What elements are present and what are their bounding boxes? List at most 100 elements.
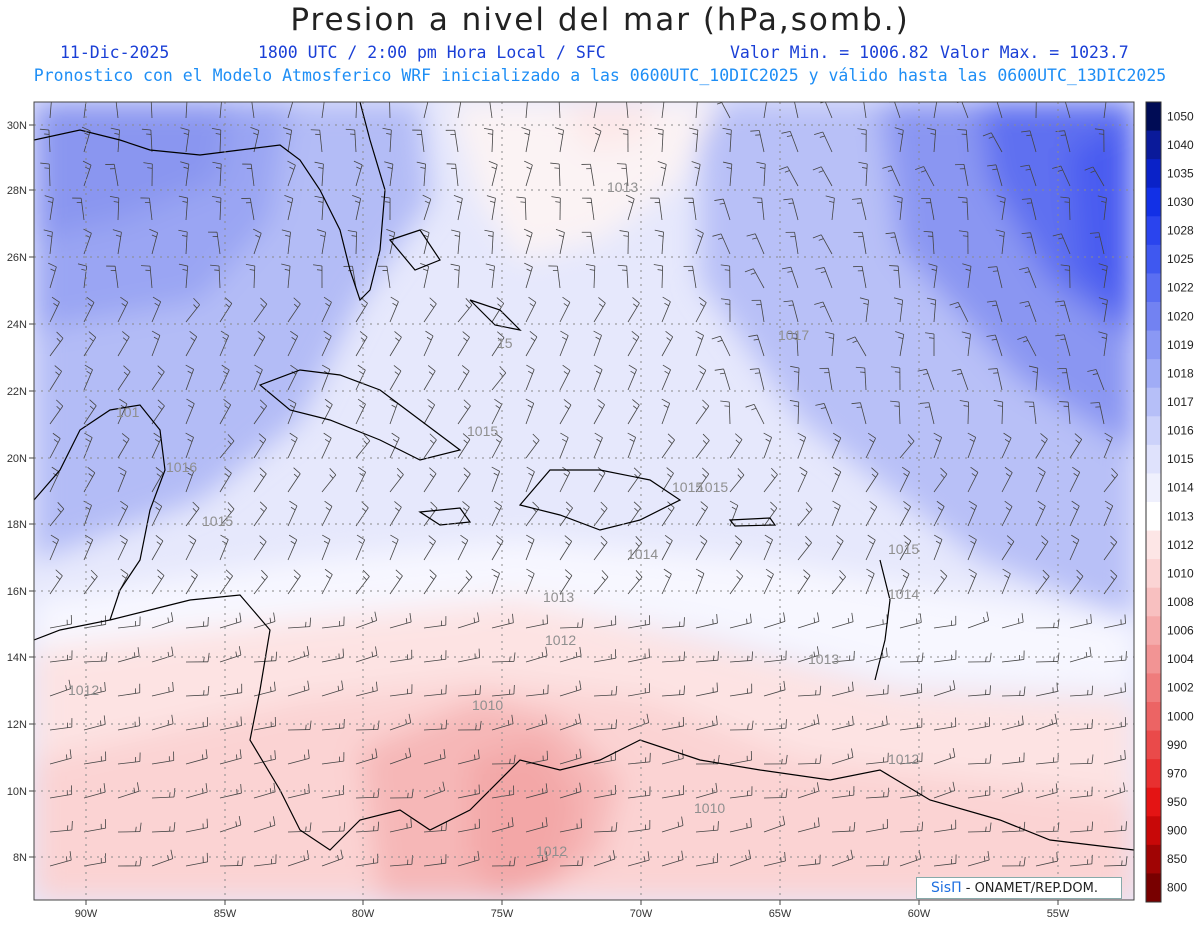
wind-barb — [1052, 233, 1071, 255]
wind-barb — [763, 432, 772, 459]
wind-barb — [729, 651, 753, 663]
wind-barb — [787, 332, 799, 357]
wind-barb — [1069, 433, 1083, 459]
wind-barb — [83, 682, 106, 697]
colorbar-label: 1004 — [1167, 652, 1194, 666]
wind-barb — [389, 713, 412, 731]
wind-barb — [143, 162, 153, 187]
wind-barb — [790, 365, 800, 391]
wind-barb — [457, 784, 480, 799]
wind-barb — [381, 196, 391, 221]
wind-barb — [865, 501, 878, 527]
wind-barb — [559, 782, 582, 799]
colorbar-swatch — [1146, 844, 1161, 874]
colorbar-label: 1022 — [1167, 281, 1194, 295]
wind-barb — [253, 569, 268, 595]
lon-tick-label: 85W — [214, 908, 237, 920]
lon-tick-label: 60W — [908, 908, 931, 920]
wind-barb — [253, 331, 266, 357]
wind-barb — [117, 822, 142, 833]
wind-barb — [488, 160, 498, 187]
wind-barb — [1090, 402, 1105, 425]
wind-barb — [352, 194, 362, 221]
wind-barb — [661, 534, 673, 561]
colorbar-label: 1028 — [1167, 224, 1194, 238]
wind-barb — [899, 683, 923, 697]
wind-barb — [763, 534, 773, 561]
wind-barb — [925, 332, 935, 357]
wind-barb — [831, 748, 854, 765]
wind-barb — [49, 820, 73, 833]
wind-barb — [695, 568, 705, 595]
wind-barb — [49, 718, 73, 731]
wind-barb — [422, 194, 432, 221]
wind-barb — [1021, 232, 1037, 255]
wind-barb — [185, 616, 209, 629]
lat-tick-label: 30N — [7, 120, 27, 132]
wind-barb — [1069, 534, 1080, 561]
wind-barb — [593, 501, 608, 527]
wind-barb — [185, 102, 188, 119]
wind-barb — [967, 754, 992, 765]
wind-barb — [491, 398, 503, 425]
lon-tick-label: 90W — [75, 908, 98, 920]
wind-barb — [797, 714, 820, 731]
wind-barb — [525, 331, 538, 357]
wind-barb — [593, 364, 603, 391]
wind-barb — [1024, 401, 1037, 425]
wind-barb — [653, 264, 664, 289]
wind-barb — [1087, 369, 1105, 391]
wind-barb — [695, 364, 707, 391]
wind-barb — [785, 231, 799, 255]
wind-barb — [1103, 717, 1127, 731]
wind-barb — [211, 128, 222, 153]
wind-barb — [919, 402, 935, 425]
wind-barb — [851, 198, 867, 221]
wind-barb — [151, 646, 174, 663]
wind-barb — [491, 817, 514, 833]
wind-barb — [321, 398, 333, 425]
wind-barb — [967, 786, 991, 799]
wind-barb — [389, 684, 413, 697]
colorbar-swatch — [1146, 787, 1161, 817]
wind-barb — [491, 754, 516, 765]
wind-barb — [982, 132, 1003, 153]
wind-barb — [355, 681, 378, 697]
wind-barb — [748, 334, 765, 357]
wind-barb — [882, 165, 901, 187]
wind-barb — [797, 782, 820, 799]
lat-tick-label: 28N — [7, 185, 27, 197]
wind-barb — [457, 433, 471, 459]
wind-barb — [1060, 196, 1071, 221]
wind-barb — [83, 853, 107, 867]
value-min: Valor Min. = 1006.82 — [730, 43, 929, 62]
wind-barb — [1001, 466, 1013, 493]
wind-barb — [151, 822, 176, 833]
wind-barb — [117, 782, 140, 799]
wind-barb — [593, 685, 618, 697]
wind-barb — [524, 160, 533, 187]
wind-barb — [49, 679, 72, 697]
wind-barb — [485, 263, 495, 289]
wind-barb — [695, 651, 719, 663]
wind-barb — [926, 297, 937, 323]
wind-barb — [559, 748, 582, 765]
lon-tick-label: 75W — [491, 908, 514, 920]
wind-barb — [253, 612, 276, 629]
wind-barb — [1001, 535, 1015, 561]
wind-barb — [683, 265, 697, 289]
colorbar-label: 1030 — [1167, 195, 1194, 209]
wind-barb — [151, 500, 163, 527]
contour-label: 1012 — [536, 843, 567, 859]
wind-barb — [899, 652, 924, 663]
wind-barb — [1069, 500, 1080, 527]
wind-barb — [729, 720, 754, 731]
wind-barb — [314, 161, 324, 187]
wind-barb — [423, 684, 447, 697]
wind-barb — [1103, 467, 1118, 493]
wind-barb — [933, 717, 957, 731]
colorbar-label: 850 — [1167, 852, 1187, 866]
wind-barb — [457, 570, 473, 595]
wind-barb — [949, 301, 969, 323]
wind-barb — [691, 161, 701, 187]
